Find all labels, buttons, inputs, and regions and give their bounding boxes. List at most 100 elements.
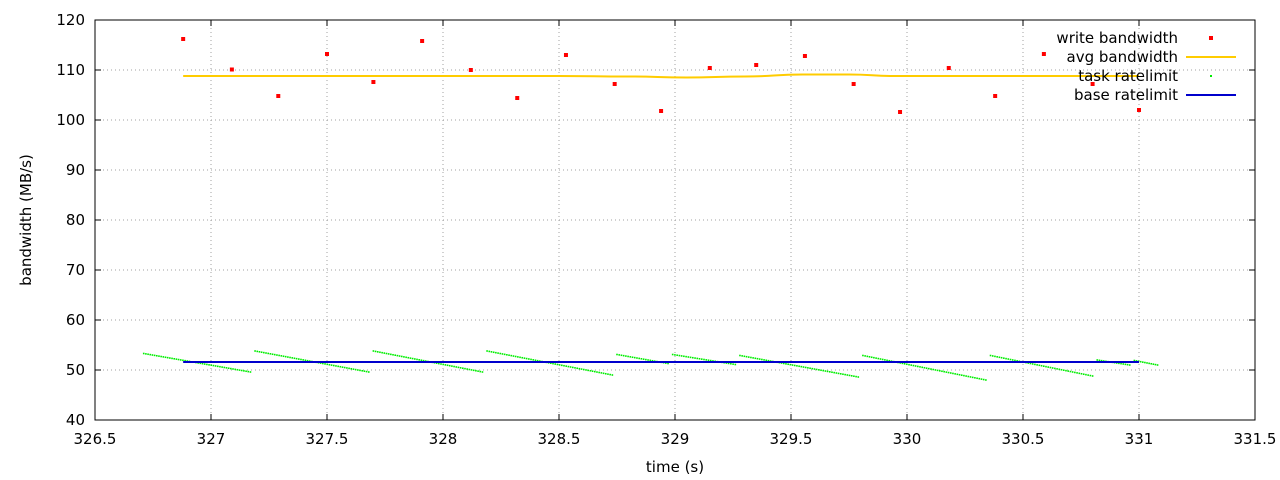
task-ratelimit-point: [372, 350, 375, 352]
x-tick-label: 326.5: [74, 430, 117, 448]
task-ratelimit-point: [405, 356, 407, 359]
legend-task-ratelimit: task ratelimit: [1078, 67, 1212, 85]
task-ratelimit-point: [416, 358, 418, 361]
task-ratelimit-point: [453, 365, 455, 368]
task-ratelimit-point: [765, 359, 768, 362]
task-ratelimit-point: [949, 372, 952, 374]
task-ratelimit-point: [642, 358, 645, 360]
task-ratelimit-point: [604, 372, 607, 375]
task-ratelimit-point: [921, 366, 924, 369]
task-ratelimit-point: [620, 354, 623, 357]
task-ratelimit-point: [857, 376, 860, 378]
task-ratelimit-point: [492, 351, 495, 354]
task-ratelimit-point: [998, 356, 1001, 359]
task-ratelimit-point: [1120, 362, 1122, 365]
y-tick-label: 110: [56, 61, 85, 79]
y-tick-label: 90: [66, 161, 85, 179]
task-ratelimit-point: [517, 356, 519, 358]
task-ratelimit-point: [1089, 374, 1092, 377]
task-ratelimit-point: [265, 352, 267, 354]
task-ratelimit-point: [219, 365, 221, 368]
task-ratelimit-point: [1071, 371, 1074, 373]
task-ratelimit-point: [685, 355, 687, 358]
task-ratelimit-point: [302, 359, 304, 361]
write-bandwidth-point: [754, 63, 759, 67]
task-ratelimit-point: [1029, 362, 1032, 365]
task-ratelimit-point: [793, 364, 796, 367]
task-ratelimit-point: [698, 357, 701, 360]
task-ratelimit-point: [179, 359, 182, 361]
task-ratelimit-point: [354, 368, 357, 371]
task-ratelimit-point: [563, 364, 565, 367]
write-bandwidth-point: [563, 53, 568, 57]
task-ratelimit-point: [486, 350, 488, 352]
legend-base-ratelimit-label: base ratelimit: [1074, 86, 1178, 104]
task-ratelimit-point: [602, 372, 605, 375]
task-ratelimit-point: [1146, 362, 1148, 364]
task-ratelimit-point: [240, 369, 243, 372]
task-ratelimit-point: [466, 368, 468, 370]
task-ratelimit-point: [703, 358, 705, 361]
y-tick-label: 70: [66, 261, 85, 279]
task-ratelimit-point: [335, 365, 337, 367]
task-ratelimit-point: [884, 359, 886, 361]
x-tick-label: 330.5: [1002, 430, 1045, 448]
task-ratelimit-point: [616, 353, 618, 356]
task-ratelimit-point: [835, 372, 838, 374]
task-ratelimit-point: [680, 355, 683, 357]
x-tick-label: 328: [429, 430, 458, 448]
task-ratelimit-point: [528, 358, 530, 360]
task-ratelimit-point: [479, 370, 482, 373]
task-ratelimit-point: [743, 355, 746, 358]
write-bandwidth-point: [371, 80, 376, 84]
task-ratelimit-point: [291, 357, 294, 359]
task-ratelimit-point: [230, 367, 232, 370]
task-ratelimit-point: [550, 362, 552, 365]
task-ratelimit-point: [785, 363, 787, 365]
task-ratelimit-point: [607, 373, 609, 375]
task-ratelimit-point: [963, 374, 965, 377]
task-ratelimit-point: [901, 362, 904, 365]
task-ratelimit-point: [556, 363, 559, 366]
task-ratelimit-point: [488, 350, 491, 353]
task-ratelimit-point: [855, 375, 857, 378]
task-ratelimit-point: [945, 371, 948, 373]
task-ratelimit-point: [967, 375, 970, 378]
task-ratelimit-point: [394, 354, 397, 356]
task-ratelimit-point: [873, 356, 875, 359]
task-ratelimit-point: [707, 359, 710, 362]
task-ratelimit-point: [422, 359, 425, 362]
task-ratelimit-point: [580, 368, 583, 370]
task-ratelimit-point: [930, 368, 932, 370]
task-ratelimit-point: [232, 368, 234, 370]
task-ratelimit-point: [440, 363, 442, 365]
legend-avg-bandwidth-label: avg bandwidth: [1067, 48, 1178, 66]
task-ratelimit-point: [853, 375, 855, 378]
task-ratelimit-point: [640, 358, 643, 360]
task-ratelimit-point: [578, 367, 581, 370]
task-ratelimit-point: [381, 351, 383, 354]
task-ratelimit-point: [1014, 359, 1016, 362]
task-ratelimit-point: [696, 357, 699, 360]
task-ratelimit-point: [627, 355, 629, 358]
task-ratelimit-point: [596, 371, 598, 373]
task-ratelimit-point: [512, 355, 515, 357]
task-ratelimit-point: [269, 353, 272, 355]
task-ratelimit-point: [359, 369, 361, 372]
task-ratelimit-point: [877, 357, 880, 360]
task-ratelimit-point: [142, 352, 145, 355]
write-bandwidth-point: [946, 66, 951, 70]
task-ratelimit-point: [569, 366, 572, 368]
task-ratelimit-point: [510, 354, 513, 357]
task-ratelimit-point: [1148, 362, 1150, 365]
task-ratelimit-point: [501, 353, 504, 355]
task-ratelimit-point: [523, 357, 526, 359]
task-ratelimit-point: [390, 353, 392, 356]
task-ratelimit-point: [844, 373, 846, 376]
task-ratelimit-point: [811, 367, 814, 370]
task-ratelimit-point: [870, 356, 873, 359]
task-ratelimit-point: [530, 358, 532, 361]
task-ratelimit-point: [1011, 359, 1014, 361]
task-ratelimit-point: [376, 351, 379, 353]
